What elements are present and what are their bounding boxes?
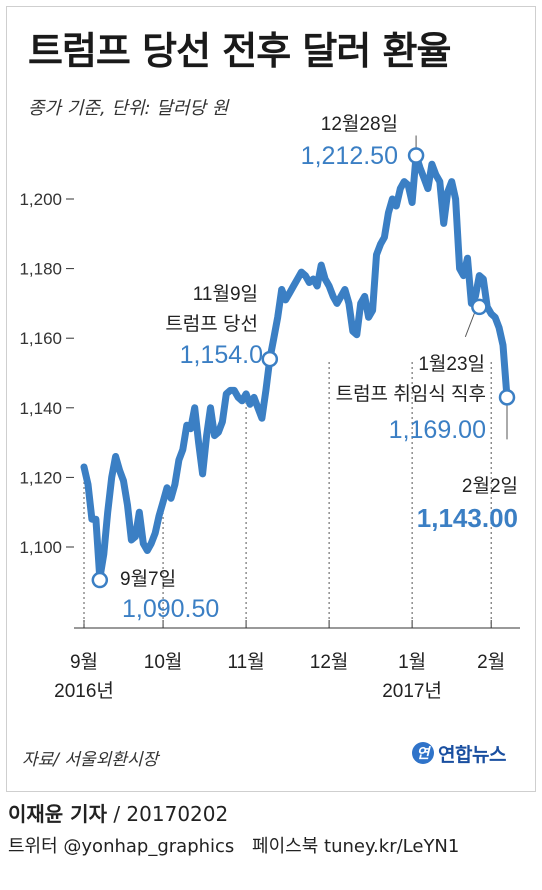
- chart-frame: [6, 6, 536, 792]
- annotation-date: 9월7일: [120, 568, 176, 590]
- x-tick-sublabel: 2016년: [54, 680, 114, 702]
- chart-subtitle: 종가 기준, 단위: 달러당 원: [28, 98, 229, 119]
- annotation-date: 2월2일: [462, 475, 518, 497]
- brand-name: 연합뉴스: [438, 743, 506, 766]
- annotation-date: 11월9일: [193, 283, 258, 305]
- annotation-event: 트럼프 취임식 직후: [336, 383, 486, 405]
- twitter-link[interactable]: 트위터 @yonhap_graphics: [8, 836, 235, 857]
- y-tick-label: 1,160: [19, 329, 62, 348]
- annotation-event: 트럼프 당선: [165, 313, 258, 335]
- annotation-value: 1,143.00: [417, 503, 518, 533]
- facebook-link[interactable]: 페이스북 tuney.kr/LeYN1: [252, 836, 460, 857]
- annotation-date: 12월28일: [321, 113, 398, 135]
- source-label: 자료/ 서울외환시장: [22, 750, 159, 770]
- x-tick-label: 1월: [398, 651, 426, 673]
- annotation-date: 1월23일: [418, 353, 485, 375]
- y-tick-label: 1,200: [19, 190, 62, 209]
- data-point-marker: [498, 389, 516, 406]
- x-tick-label: 2월: [477, 651, 505, 673]
- y-tick-label: 1,100: [19, 538, 62, 557]
- series-line: [80, 152, 511, 582]
- data-point-marker: [91, 571, 109, 589]
- y-tick-label: 1,120: [19, 468, 62, 487]
- data-point-marker: [261, 350, 279, 368]
- x-tick-label: 12월: [310, 651, 349, 673]
- data-point-marker: [407, 147, 425, 164]
- social-links: 트위터 @yonhap_graphics 페이스북 tuney.kr/LeYN1: [8, 832, 471, 858]
- reporter-credit: 이재윤 기자 / 20170202: [8, 798, 228, 827]
- data-point-marker: [471, 298, 488, 316]
- y-tick-label: 1,140: [19, 399, 62, 418]
- annotation-value: 1,169.00: [389, 416, 486, 444]
- chart-title: 트럼프 당선 전후 달러 환율: [28, 29, 451, 73]
- reporter-name: 이재윤 기자: [8, 802, 107, 826]
- x-tick-label: 9월: [70, 651, 98, 673]
- line-chart: 1,100 1,120 1,140 1,160 1,180 1,200 9월 2016년 10월…: [19, 113, 520, 702]
- publish-date: / 20170202: [106, 802, 229, 826]
- annotation-connector: [464, 310, 476, 338]
- y-tick-label: 1,180: [19, 260, 62, 279]
- annotation-value: 1,212.50: [301, 142, 398, 170]
- annotation-value: 1,154.0: [180, 341, 263, 369]
- yonhap-logo-icon: 연: [412, 742, 434, 764]
- annotation-value: 1,090.50: [122, 595, 219, 623]
- brand-logo: 연 연합뉴스: [412, 738, 506, 768]
- x-tick-sublabel: 2017년: [382, 680, 442, 702]
- x-tick-label: 11월: [227, 651, 264, 673]
- x-tick-label: 10월: [144, 651, 183, 673]
